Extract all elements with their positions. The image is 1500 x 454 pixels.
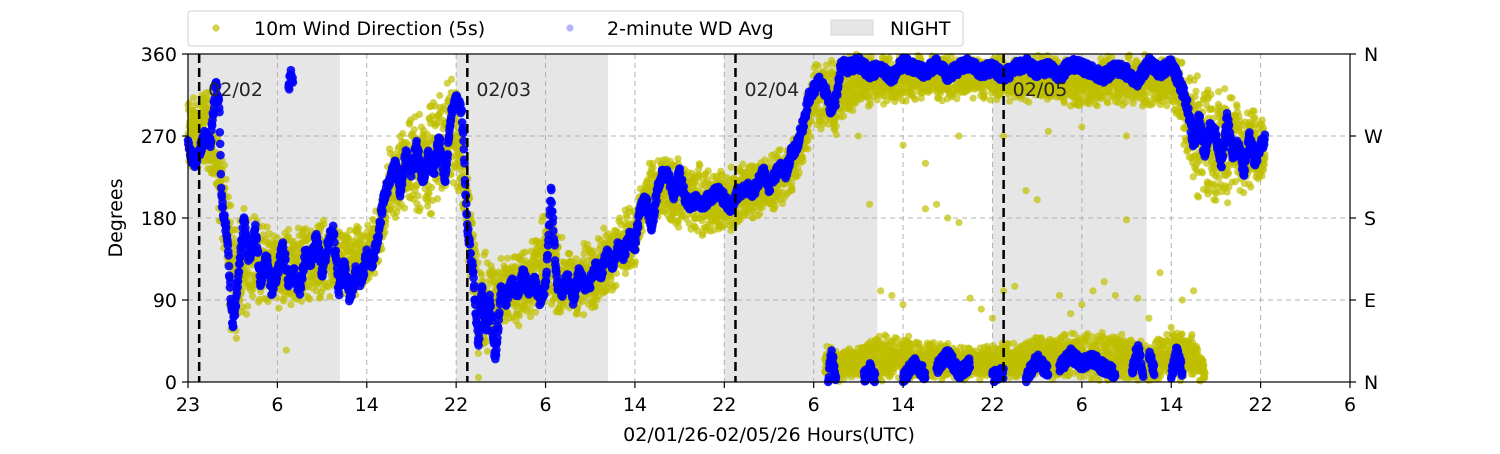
point-5s <box>190 94 197 101</box>
point-5s <box>980 92 987 99</box>
point-5s <box>484 348 491 355</box>
point-5s <box>436 92 443 99</box>
point-5s <box>306 296 313 303</box>
point-5s <box>591 302 598 309</box>
point-5s <box>244 303 251 310</box>
point-5s <box>416 111 423 118</box>
point-5s <box>240 205 247 212</box>
point-5s <box>970 95 977 102</box>
point-5s <box>867 101 874 108</box>
point-5s <box>728 164 735 171</box>
point-5s <box>796 169 803 176</box>
point-5s <box>696 162 703 169</box>
point-5s <box>532 309 539 316</box>
point-5s <box>399 130 406 137</box>
point-5s <box>326 293 333 300</box>
point-5s <box>264 223 271 230</box>
point-5s <box>414 192 421 199</box>
point-5s <box>483 338 490 345</box>
point-5s <box>912 96 919 103</box>
point-5s <box>221 162 228 169</box>
point-5s <box>515 322 522 329</box>
point-5s <box>504 255 511 262</box>
point-5s <box>355 224 362 231</box>
point-5s <box>243 311 250 318</box>
point-5s <box>833 123 840 130</box>
point-5s <box>1094 102 1101 109</box>
point-5s <box>833 131 840 138</box>
point-5s <box>739 161 746 168</box>
point-5s <box>448 76 455 83</box>
point-5s <box>411 126 418 133</box>
point-5s <box>388 202 395 209</box>
point-5s <box>804 145 811 152</box>
point-5s <box>516 312 523 319</box>
point-5s <box>987 96 994 103</box>
point-5s <box>622 270 629 277</box>
point-5s <box>612 282 619 289</box>
point-5s <box>777 146 784 153</box>
point-5s <box>227 202 234 209</box>
point-5s <box>475 350 482 357</box>
point-5s <box>233 335 240 342</box>
point-5s <box>616 214 623 221</box>
point-5s <box>566 250 573 257</box>
point-5s <box>580 311 587 318</box>
point-5s <box>249 292 256 299</box>
point-5s <box>632 258 639 265</box>
point-5s <box>886 54 893 61</box>
point-5s <box>674 155 681 162</box>
point-5s <box>320 221 327 228</box>
point-5s <box>417 204 424 211</box>
point-5s <box>807 133 814 140</box>
point-5s <box>275 305 282 312</box>
point-5s <box>428 184 435 191</box>
point-5s <box>815 62 822 69</box>
point-5s <box>478 271 485 278</box>
point-5s <box>287 301 294 308</box>
point-5s <box>428 210 435 217</box>
point-5s <box>497 255 504 262</box>
point-5s <box>788 187 795 194</box>
point-5s <box>1104 99 1111 106</box>
point-5s <box>401 205 408 212</box>
point-5s <box>761 156 768 163</box>
point-5s <box>840 113 847 120</box>
point-5s <box>849 107 856 114</box>
point-5s <box>285 226 292 233</box>
point-5s <box>482 248 489 255</box>
point-5s <box>434 195 441 202</box>
point-5s <box>799 158 806 165</box>
point-5s <box>574 310 581 317</box>
point-5s <box>705 167 712 174</box>
point-5s <box>650 164 657 171</box>
point-5s <box>953 95 960 102</box>
point-5s <box>558 234 565 241</box>
